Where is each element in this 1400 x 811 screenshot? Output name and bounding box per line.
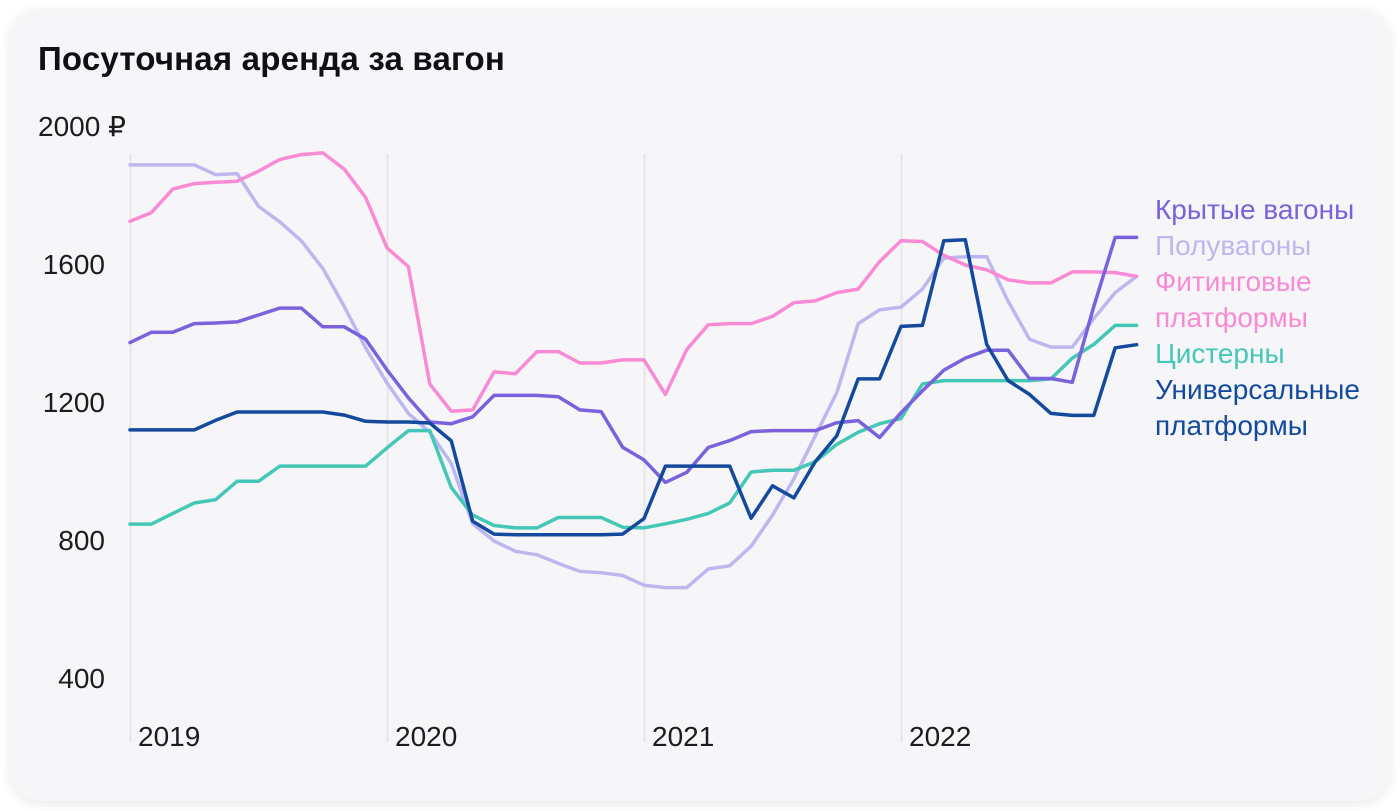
- x-axis-tick-2021: 2021: [652, 721, 715, 752]
- x-axis-tick-2020: 2020: [395, 721, 458, 752]
- y-axis-tick: 800: [58, 525, 105, 556]
- legend-item-4: Цистерны: [1155, 338, 1285, 369]
- y-axis-max-label: 2000 ₽: [38, 111, 126, 142]
- y-axis-tick: 400: [58, 663, 105, 694]
- y-axis-tick: 1600: [42, 249, 105, 280]
- x-axis-tick-2022: 2022: [909, 721, 972, 752]
- legend-item-5: Универсальные платформы: [1155, 374, 1360, 441]
- y-axis-tick: 1200: [42, 387, 105, 418]
- legend-item-1: Крытые вагоны: [1155, 194, 1355, 225]
- x-axis-tick-2019: 2019: [138, 721, 201, 752]
- legend-item-2: Полувагоны: [1155, 230, 1312, 261]
- chart-title: Посуточная аренда за вагон: [38, 40, 506, 77]
- chart-legend: Крытые вагоны Полувагоны Фитинговые платфо…: [1155, 192, 1387, 444]
- legend-item-3: Фитинговые платформы: [1155, 266, 1312, 333]
